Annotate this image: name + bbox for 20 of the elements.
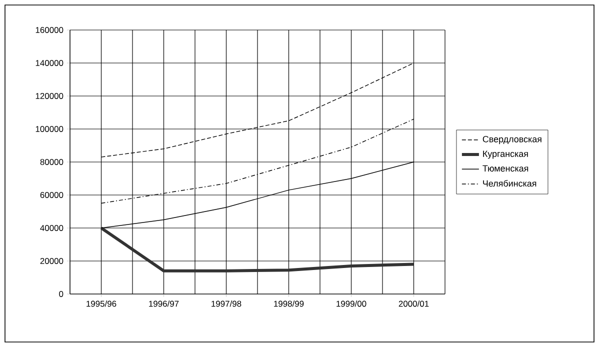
x-tick-label: 1996/97: [149, 300, 179, 307]
y-tick-label: 120000: [36, 93, 64, 99]
x-tick-label: 1999/00: [336, 300, 366, 307]
y-tick-label: 100000: [36, 126, 64, 132]
line-series: [100, 226, 416, 272]
y-tick-label: 40000: [40, 225, 64, 231]
y-tick-label: 140000: [36, 60, 64, 66]
x-tick-label: 2000/01: [398, 300, 429, 307]
y-tick-label: 60000: [40, 192, 64, 198]
y-tick-label: 80000: [40, 159, 64, 165]
x-tick-label: 1997/98: [212, 300, 242, 307]
legend-label: Челябинская: [483, 180, 536, 187]
legend-label: Тюменская: [482, 165, 528, 172]
y-tick-label: 0: [59, 291, 64, 297]
legend-label: Свердловская: [482, 136, 542, 144]
x-tick-label: 1995/96: [86, 300, 116, 307]
legend-label: Курганская: [483, 150, 528, 159]
x-tick-label: 1998/99: [274, 300, 304, 307]
y-tick-label: 20000: [40, 258, 64, 264]
y-tick-label: 160000: [36, 27, 64, 33]
